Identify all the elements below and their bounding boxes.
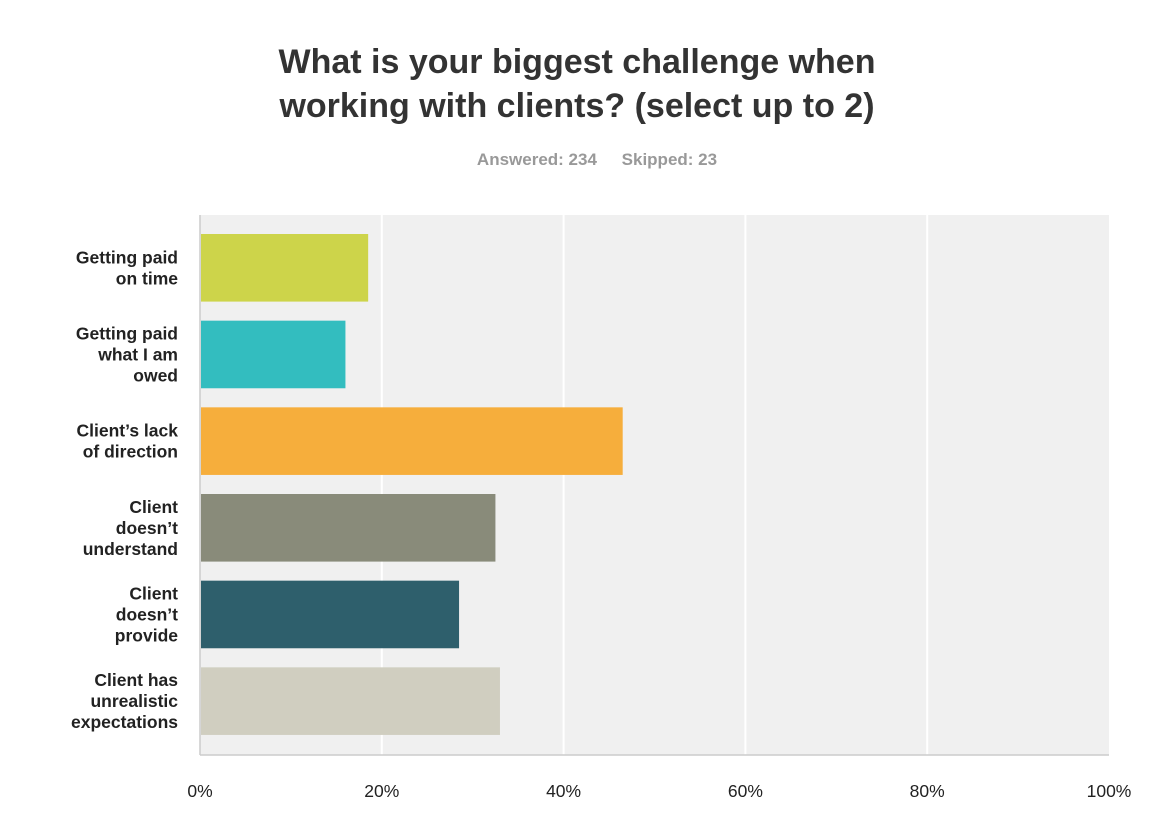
bar <box>201 234 369 302</box>
x-tick-label: 60% <box>728 781 763 801</box>
category-label: Client’s lack of direction <box>77 421 179 462</box>
category-label: Client has unrealistic expectations <box>71 670 178 732</box>
category-label: Client doesn’t provide <box>115 583 178 645</box>
skipped-count: Skipped: 23 <box>621 150 718 169</box>
x-tick-label: 0% <box>187 781 212 801</box>
category-label: Getting paid on time <box>76 247 178 288</box>
bar <box>201 580 460 649</box>
response-summary: Answered: 234 Skipped: 23 <box>0 150 1154 170</box>
answered-count: Answered: 234 <box>476 150 597 169</box>
bar <box>201 320 346 389</box>
bar <box>201 494 496 562</box>
x-tick-label: 80% <box>910 781 945 801</box>
x-tick-label: 20% <box>364 781 399 801</box>
x-tick-label: 40% <box>546 781 581 801</box>
chart-title-line-1: What is your biggest challenge when <box>278 43 876 81</box>
chart-title-line-2: working with clients? (select up to 2) <box>279 87 875 125</box>
plot-area <box>200 215 1109 755</box>
category-label: Client doesn’t understand <box>83 497 178 559</box>
category-label: Getting paid what I am owed <box>76 323 178 385</box>
chart-title: What is your biggest challenge when work… <box>0 40 1154 128</box>
bar <box>201 407 623 475</box>
bar <box>201 667 500 735</box>
x-tick-label: 100% <box>1087 781 1132 801</box>
